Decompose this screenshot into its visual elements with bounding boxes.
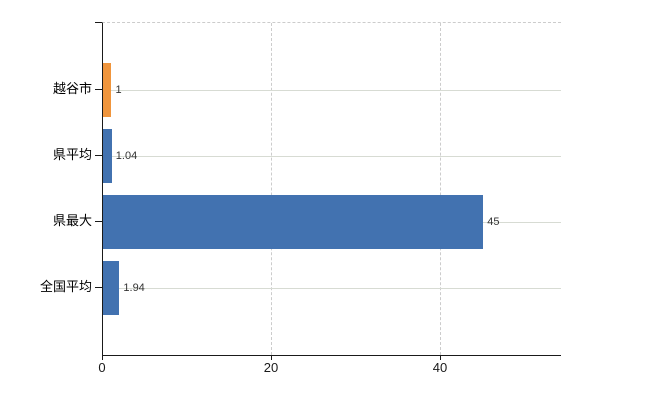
bar-value-label: 1 xyxy=(115,84,122,96)
y-axis-top-tick xyxy=(95,22,102,23)
bar-value-label: 45 xyxy=(487,216,500,228)
y-axis-tick xyxy=(95,155,102,156)
plot-area: 1 1.04 45 1.94 xyxy=(102,22,561,356)
category-label: 県最大 xyxy=(52,213,92,228)
x-axis-tick-label: 20 xyxy=(263,360,279,375)
data-bar xyxy=(103,195,484,249)
y-axis-tick xyxy=(95,221,102,222)
x-gridline xyxy=(440,23,441,355)
bar-value-label: 1.04 xyxy=(115,150,138,162)
x-gridline xyxy=(271,23,272,355)
data-bar xyxy=(103,63,112,117)
x-axis-tick-label: 40 xyxy=(432,360,448,375)
y-axis-tick xyxy=(95,287,102,288)
x-axis-tick-label: 0 xyxy=(98,360,106,375)
x-axis-tick xyxy=(102,355,103,360)
bar-value-label: 1.94 xyxy=(123,282,145,294)
y-axis-tick xyxy=(95,89,102,90)
category-gridline xyxy=(103,156,561,157)
data-bar xyxy=(103,129,112,183)
category-gridline xyxy=(103,90,561,91)
x-axis-tick xyxy=(440,355,441,360)
category-label: 全国平均 xyxy=(39,279,92,294)
category-label: 越谷市 xyxy=(52,81,92,96)
x-axis-tick xyxy=(271,355,272,360)
data-bar xyxy=(103,261,120,315)
category-gridline xyxy=(103,288,561,289)
category-label: 県平均 xyxy=(52,147,92,162)
